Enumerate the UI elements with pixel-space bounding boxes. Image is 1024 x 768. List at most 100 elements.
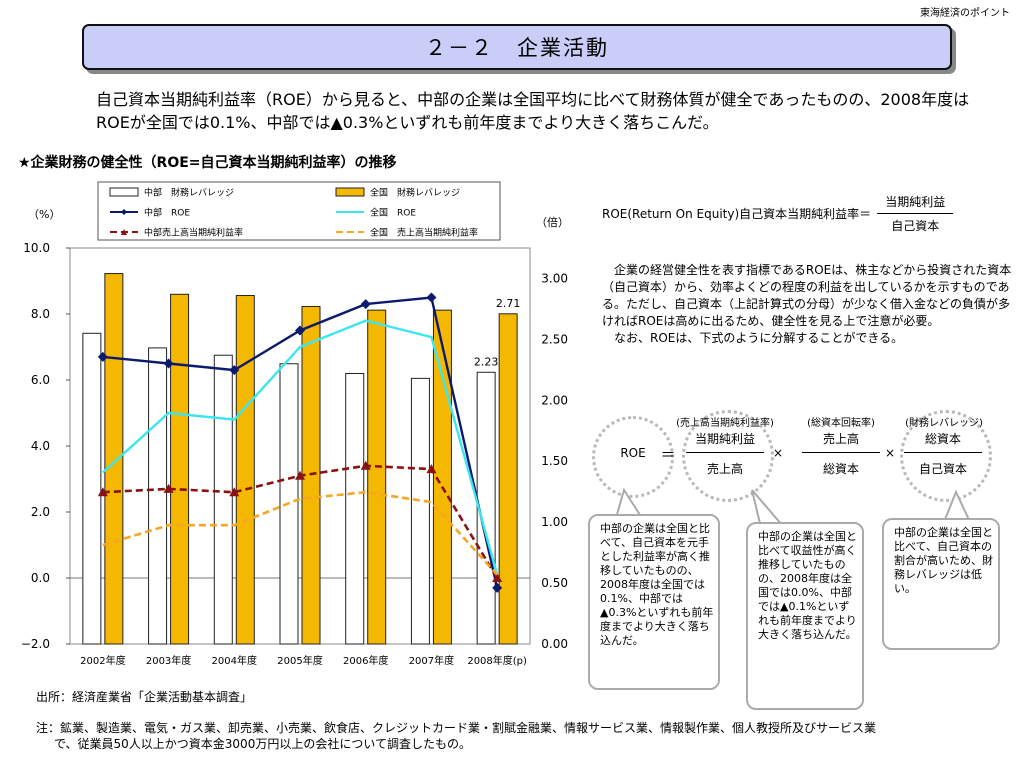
data-point xyxy=(163,483,174,493)
legend-label: 全国 売上高当期純利益率 xyxy=(370,227,478,239)
right-axis-unit: （倍） xyxy=(536,215,569,229)
data-point xyxy=(97,351,108,362)
data-label: 2.71 xyxy=(496,297,521,310)
data-point xyxy=(426,292,437,303)
data-point xyxy=(295,325,305,336)
description-paragraph-1: 企業の経営健全性を表す指標であるROEは、株主などから投資された資本（自己資本）… xyxy=(602,263,1012,328)
bar xyxy=(410,377,430,645)
roe-circle xyxy=(592,416,674,498)
bar xyxy=(432,309,452,645)
legend-label: 全国 ROE xyxy=(370,207,416,219)
x-tick-label: 2003年度 xyxy=(146,654,191,667)
footnote: 注：鉱業、製造業、電気・ガス業、卸売業、小売業、飲食店、クレジットカード業・割賦… xyxy=(36,720,996,752)
x-tick-label: 2008年度(p) xyxy=(467,654,527,667)
footnote-line-1: 注：鉱業、製造業、電気・ガス業、卸売業、小売業、飲食店、クレジットカード業・割賦… xyxy=(36,721,877,735)
x-tick-label: 2007年度 xyxy=(409,654,454,667)
x-tick-label: 2005年度 xyxy=(277,654,322,667)
left-tick-label: 2.0 xyxy=(31,505,50,519)
right-tick-label: 1.00 xyxy=(541,515,568,529)
times-sign-2: × xyxy=(884,446,896,460)
legend-label: 中部売上高当期純利益率 xyxy=(144,227,243,239)
roe-definition-fraction: 当期純利益 自己資本 xyxy=(877,193,954,234)
data-point xyxy=(360,460,371,470)
roe-definition-denominator: 自己資本 xyxy=(891,219,940,233)
roe-definition-label: ROE(Return On Equity)自己資本当期純利益率＝ xyxy=(602,207,872,221)
footnote-line-2: で、従業員50人以上かつ資本金3000万円以上の会社について調査したもの。 xyxy=(54,737,471,751)
left-axis-unit: （%） xyxy=(28,208,60,221)
left-tick-label: 4.0 xyxy=(31,439,50,453)
term3-caption: (財務レバレッジ) xyxy=(905,418,983,429)
legend-swatch xyxy=(109,187,139,197)
series-line xyxy=(102,490,499,576)
legend-swatch xyxy=(335,187,365,197)
term1-denominator: 売上高 xyxy=(706,462,743,476)
callout-roe: 中部の企業は全国と比べて、自己資本を元手とした利益率が高く推移していたものの、2… xyxy=(588,514,720,690)
term3-circle xyxy=(900,410,992,502)
brand-label: 東海経済のポイント xyxy=(920,8,1010,19)
roe-label: ROE xyxy=(620,446,646,460)
left-tick-label: 6.0 xyxy=(31,373,50,387)
left-tick-label: 8.0 xyxy=(31,307,50,321)
bar xyxy=(345,373,365,645)
data-point xyxy=(360,299,371,310)
source-note: 出所：経済産業省「企業活動基本調査」 xyxy=(36,690,253,704)
roe-description: 企業の経営健全性を表す指標であるROEは、株主などから投資された資本（自己資本）… xyxy=(602,262,1014,347)
bar xyxy=(367,309,387,645)
bar xyxy=(104,273,124,645)
term1-caption: (売上高当期純利益率) xyxy=(676,418,774,429)
x-tick-label: 2004年度 xyxy=(212,654,257,667)
term3-fraction-bar xyxy=(904,452,982,453)
roe-definition-numerator: 当期純利益 xyxy=(877,193,954,214)
right-tick-label: 2.00 xyxy=(541,393,568,407)
equals-sign: ＝ xyxy=(660,446,676,464)
data-point xyxy=(229,365,240,376)
description-paragraph-2: なお、ROEは、下式のように分解することができる。 xyxy=(614,331,904,345)
term3-numerator: 総資本 xyxy=(924,432,961,446)
data-label: 2.23 xyxy=(474,355,499,368)
right-tick-label: 3.00 xyxy=(541,271,568,285)
summary-text: 自己資本当期純利益率（ROE）から見ると、中部の企業は全国平均に比べて財務体質が… xyxy=(96,90,970,132)
right-tick-label: 2.50 xyxy=(541,332,568,346)
term2-caption: (総資本回転率) xyxy=(807,418,875,429)
term2-numerator: 売上高 xyxy=(822,432,859,446)
legend-marker xyxy=(121,209,127,215)
data-point xyxy=(492,573,503,582)
page-title: ２－２ 企業活動 xyxy=(82,24,952,70)
data-point xyxy=(426,464,437,474)
left-tick-label: 0.0 xyxy=(31,571,50,585)
right-tick-label: 0.50 xyxy=(541,576,568,590)
callout-profitability: 中部の企業は全国と比べて収益性が高く推移していたものの、2008年度は全国では0… xyxy=(746,522,864,710)
data-point xyxy=(163,358,174,369)
bar xyxy=(235,295,255,645)
bar xyxy=(498,313,518,645)
chart-heading: ★企業財務の健全性（ROE=自己資本当期純利益率）の推移 xyxy=(18,155,397,171)
legend-label: 中部 財務レバレッジ xyxy=(144,187,234,199)
term1-numerator: 当期純利益 xyxy=(694,432,755,446)
data-point xyxy=(97,487,108,497)
x-tick-label: 2002年度 xyxy=(80,654,125,667)
left-tick-label: −2.0 xyxy=(21,637,50,651)
bar xyxy=(82,332,102,645)
bar xyxy=(476,371,496,645)
legend-marker xyxy=(121,229,127,235)
right-tick-label: 0.00 xyxy=(541,637,568,651)
bar xyxy=(213,354,233,645)
roe-definition: ROE(Return On Equity)自己資本当期純利益率＝ 当期純利益 自… xyxy=(602,193,954,234)
roe-decomposition: ROE ＝ (売上高当期純利益率) 当期純利益 売上高 × (総資本回転率) 売… xyxy=(582,404,1022,710)
callout-leverage: 中部の企業は全国と比べて、自己資本の割合が高いため、財務レバレッジは低い。 xyxy=(882,518,1000,650)
data-point xyxy=(492,582,503,593)
term1-circle xyxy=(682,410,774,502)
right-tick-label: 1.50 xyxy=(541,454,568,468)
term3-denominator: 自己資本 xyxy=(918,462,967,476)
times-sign-1: × xyxy=(772,446,784,460)
term1-fraction-bar xyxy=(686,452,764,453)
term2-fraction-bar xyxy=(802,452,880,453)
bar xyxy=(148,347,168,645)
term2-denominator: 総資本 xyxy=(822,462,859,476)
legend-box xyxy=(97,181,501,241)
series-line xyxy=(102,319,499,576)
data-point xyxy=(229,487,240,497)
bar xyxy=(170,293,190,645)
legend-label: 全国 財務レバレッジ xyxy=(370,187,460,199)
left-tick-label: 10.0 xyxy=(23,241,50,255)
